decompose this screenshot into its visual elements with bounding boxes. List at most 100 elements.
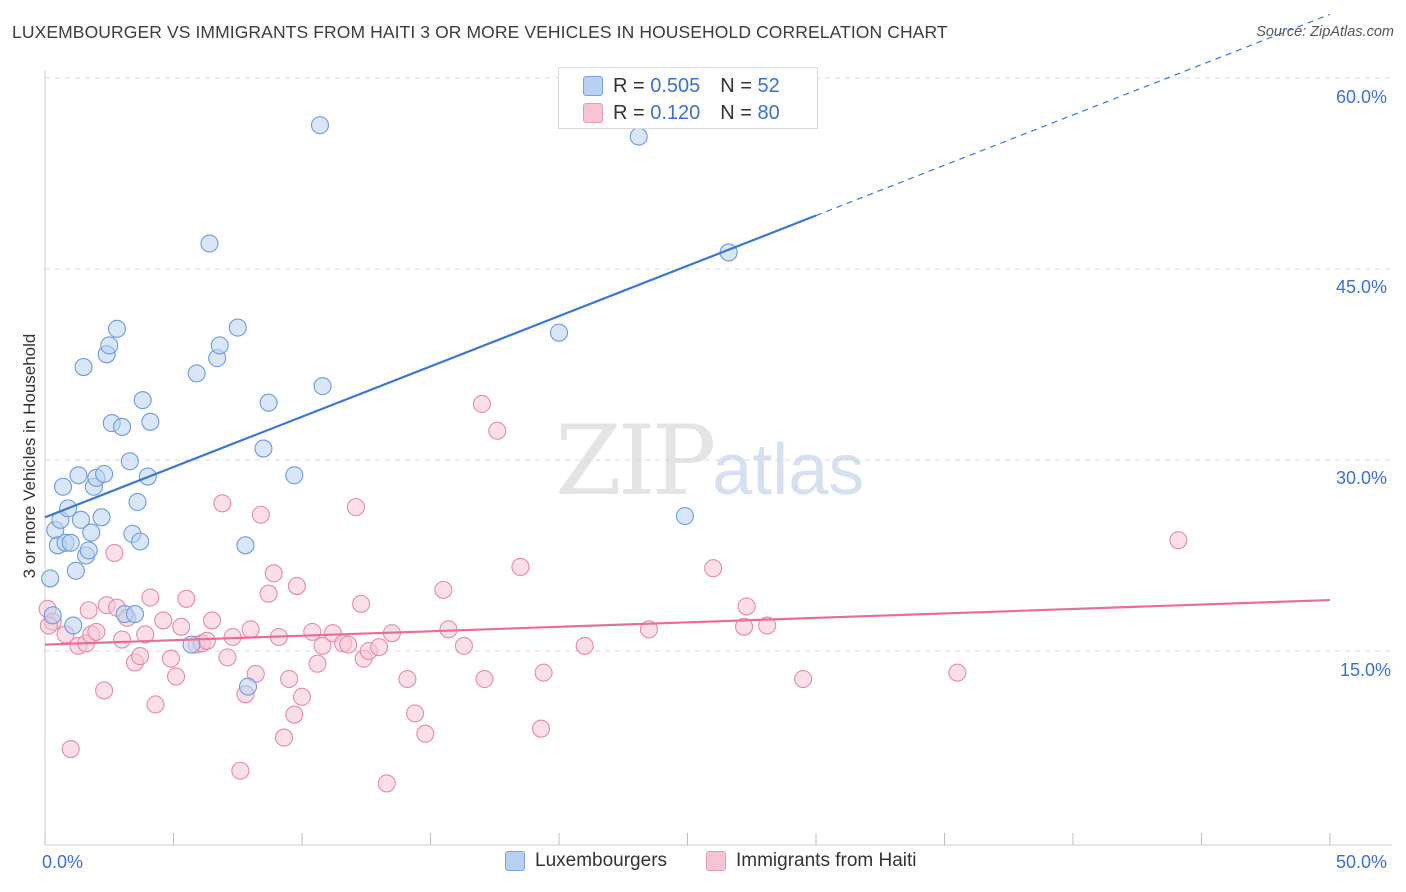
haiti-point <box>113 630 132 649</box>
axes <box>44 70 1392 846</box>
legend-r-value: 0.505 <box>650 74 701 97</box>
luxembourger-trend-extension <box>815 13 1331 217</box>
haiti-points <box>38 394 1188 793</box>
luxembourger-point <box>310 116 330 135</box>
haiti-point <box>172 617 191 636</box>
series-legend-label: Immigrants from Haiti <box>736 850 917 871</box>
legend-n-value: 80 <box>757 101 780 124</box>
watermark-zip: ZIP <box>555 405 716 517</box>
haiti-point <box>146 695 165 714</box>
haiti-point <box>370 638 389 657</box>
haiti-point <box>472 394 491 414</box>
haiti-point <box>274 728 294 747</box>
haiti-point <box>346 498 366 517</box>
haiti-point <box>313 636 332 655</box>
luxembourger-point <box>43 606 62 625</box>
luxembourger-point <box>187 364 206 383</box>
haiti-point <box>339 635 358 654</box>
y-tick-label-30: 30.0% <box>1336 468 1388 488</box>
chart-title: LUXEMBOURGER VS IMMIGRANTS FROM HAITI 3 … <box>12 22 948 42</box>
haiti-point <box>488 421 507 440</box>
haiti-point <box>704 559 723 578</box>
x-tick-label-min: 0.0% <box>42 852 84 872</box>
luxembourger-point <box>549 323 569 342</box>
haiti-point <box>534 663 553 682</box>
haiti-point <box>575 636 594 655</box>
haiti-point <box>167 667 186 686</box>
haiti-point <box>177 589 196 608</box>
haiti-point <box>280 669 299 689</box>
haiti-point <box>285 705 304 724</box>
haiti-point <box>475 669 494 689</box>
haiti-point <box>136 625 155 644</box>
luxembourger-point <box>53 477 73 496</box>
luxembourger-point <box>141 412 160 431</box>
x-tick-label-max: 50.0% <box>1336 852 1388 872</box>
haiti-point <box>87 622 106 641</box>
haiti-point <box>734 617 754 636</box>
legend-r-label: R = <box>613 101 645 124</box>
haiti-point <box>948 663 967 682</box>
legend-n-value: 52 <box>757 74 780 97</box>
haiti-point <box>292 687 312 706</box>
luxembourger-point <box>95 464 114 484</box>
haiti-point <box>264 564 283 583</box>
legend-swatch-pink <box>583 103 603 123</box>
haiti-point <box>416 724 435 743</box>
haiti-point <box>241 620 260 639</box>
source-label: Source: ZipAtlas.com <box>1256 24 1394 40</box>
haiti-point <box>511 557 530 577</box>
luxembourger-point <box>66 561 85 580</box>
legend-n-label: N = <box>720 74 752 97</box>
y-tick-label-60: 60.0% <box>1336 87 1388 107</box>
haiti-point <box>287 577 306 596</box>
legend-row-luxembourgers: R = 0.505 N = 52 <box>583 74 780 98</box>
legend-swatch-blue <box>583 76 603 96</box>
luxembourger-point <box>238 677 258 696</box>
luxembourger-point <box>125 605 144 624</box>
haiti-point <box>131 647 150 666</box>
luxembourger-point <box>64 616 83 635</box>
luxembourger-point <box>69 466 88 485</box>
luxembourger-point <box>313 377 332 396</box>
series-legend-haiti: Immigrants from Haiti <box>706 850 917 872</box>
luxembourger-point <box>120 452 139 471</box>
haiti-point <box>213 494 232 513</box>
watermark-atlas: atlas <box>712 430 865 510</box>
luxembourger-point <box>74 357 93 377</box>
series-legend: Luxembourgers Immigrants from Haiti <box>0 850 1406 878</box>
y-tick-label-45: 45.0% <box>1336 277 1388 297</box>
luxembourger-point <box>131 532 150 551</box>
haiti-point <box>352 594 371 613</box>
luxembourger-point <box>259 393 278 412</box>
haiti-point <box>737 597 756 616</box>
luxembourger-point <box>236 536 255 555</box>
correlation-legend: R = 0.505 N = 52 R = 0.120 N = 80 <box>558 67 818 129</box>
haiti-point <box>1169 531 1188 550</box>
luxembourger-point <box>82 523 101 542</box>
haiti-point <box>398 669 417 689</box>
haiti-point <box>794 669 813 689</box>
haiti-point <box>531 719 551 738</box>
haiti-point <box>251 505 270 524</box>
luxembourger-point <box>107 319 127 338</box>
haiti-trend-line <box>44 598 1331 646</box>
luxembourger-point <box>100 336 119 355</box>
haiti-point <box>454 636 473 655</box>
luxembourger-point <box>254 439 273 458</box>
luxembourger-point <box>228 318 247 337</box>
haiti-point <box>231 761 250 780</box>
legend-r-value: 0.120 <box>650 101 701 124</box>
haiti-point <box>141 588 160 607</box>
haiti-point <box>197 631 216 650</box>
haiti-point <box>95 681 114 700</box>
haiti-point <box>105 543 124 563</box>
haiti-point <box>259 584 278 603</box>
legend-r-label: R = <box>613 74 645 97</box>
luxembourger-point <box>79 541 98 560</box>
luxembourger-point <box>200 234 219 253</box>
series-legend-luxembourgers: Luxembourgers <box>505 850 667 872</box>
haiti-point <box>218 648 237 667</box>
y-axis-label: 3 or more Vehicles in Household <box>20 333 39 579</box>
